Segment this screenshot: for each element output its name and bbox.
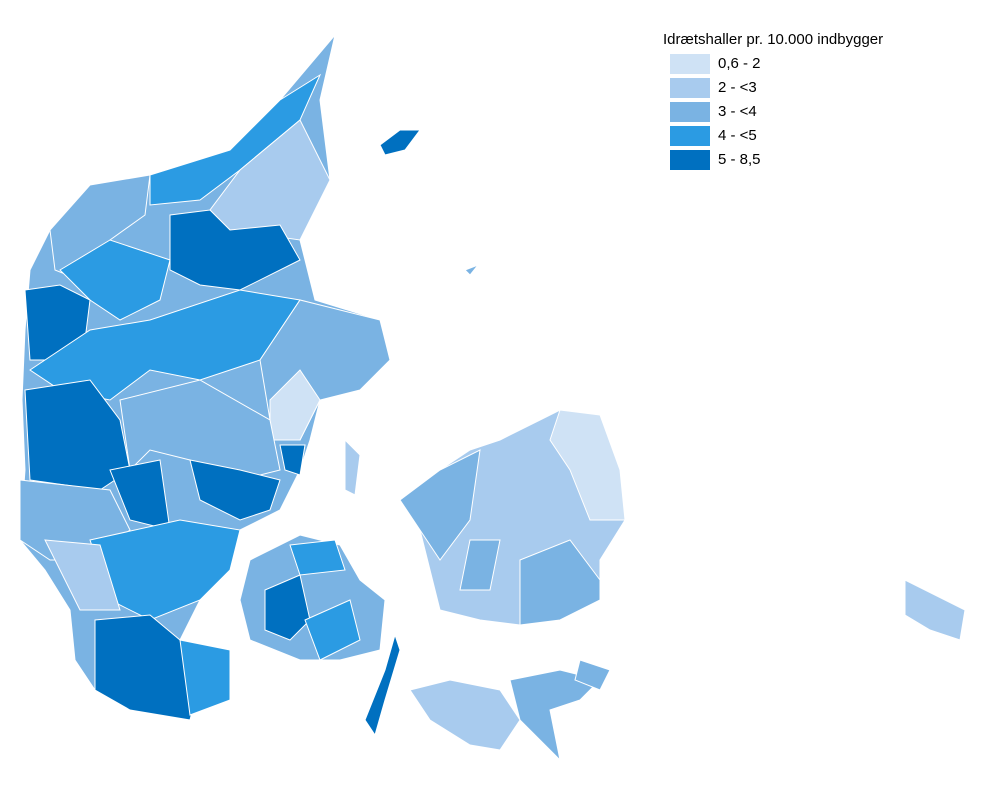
municipalities	[19, 34, 966, 762]
region	[399, 449, 481, 561]
region	[304, 599, 361, 661]
region	[49, 174, 151, 281]
legend-label: 3 - <4	[718, 103, 757, 120]
legend-swatch	[670, 102, 710, 122]
legend-label: 0,6 - 2	[718, 55, 761, 72]
legend-title: Idrætshaller pr. 10.000 indbygger	[663, 31, 883, 48]
region	[44, 539, 121, 611]
region	[364, 633, 401, 737]
region	[169, 209, 301, 291]
legend-label: 5 - 8,5	[718, 151, 761, 168]
region	[409, 679, 521, 751]
region	[459, 539, 501, 591]
legend-swatch	[670, 150, 710, 170]
region	[509, 669, 601, 762]
region	[264, 574, 311, 641]
legend-swatch	[670, 54, 710, 74]
region	[279, 444, 306, 476]
region	[464, 263, 480, 276]
legend-swatch	[670, 126, 710, 146]
region	[549, 409, 626, 521]
legend-swatch	[670, 78, 710, 98]
region	[904, 579, 966, 641]
region	[519, 539, 601, 626]
region	[379, 129, 421, 156]
region	[289, 539, 346, 576]
region	[574, 659, 611, 691]
region	[179, 639, 231, 716]
legend-label: 4 - <5	[718, 127, 757, 144]
region	[189, 459, 281, 521]
legend: 0,6 - 2 2 - <3 3 - <4 4 - <5 5 - 8,5	[670, 54, 761, 170]
region	[344, 438, 361, 496]
legend-label: 2 - <3	[718, 79, 757, 96]
